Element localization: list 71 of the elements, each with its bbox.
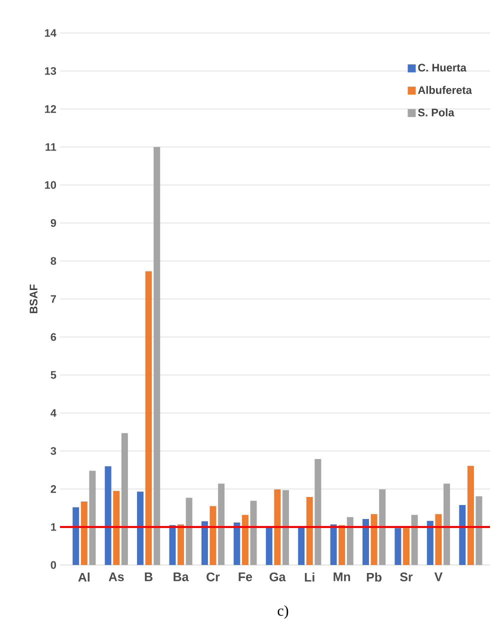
y-axis-title: BSAF: [30, 284, 38, 314]
x-tick-label: Li: [304, 572, 314, 582]
x-tick-label: Pb: [366, 572, 382, 582]
y-tick-label: 0: [50, 561, 56, 569]
bar: [314, 458, 322, 565]
y-tick-label: 5: [50, 371, 56, 379]
x-tick-label: Cr: [206, 572, 220, 582]
bar: [169, 525, 176, 565]
bar: [137, 492, 144, 565]
bar: [266, 527, 272, 565]
x-tick-label: Sr: [400, 572, 413, 582]
bar: [201, 521, 208, 565]
bar: [89, 470, 96, 565]
bar: [274, 489, 281, 565]
bar: [370, 514, 378, 565]
x-tick-label: Ba: [174, 572, 189, 582]
bar: [210, 506, 216, 565]
bar: [218, 484, 225, 565]
y-tick-label: 7: [50, 295, 56, 303]
y-tick-label: 8: [50, 257, 56, 265]
y-tick-label: 11: [46, 143, 56, 151]
bar: [379, 489, 386, 565]
y-tick-label: 9: [50, 219, 56, 227]
bar: [178, 524, 184, 565]
y-tick-label: 12: [44, 105, 56, 113]
x-tick-label: B: [144, 572, 153, 582]
bar: [145, 271, 152, 565]
bar: [338, 525, 346, 565]
bar: [72, 507, 80, 565]
y-tick-label: 3: [50, 447, 56, 455]
x-tick-label: As: [108, 572, 124, 582]
bar: [250, 500, 257, 565]
bar: [186, 498, 192, 565]
bar: [394, 528, 402, 565]
bar: [104, 466, 112, 565]
y-tick-label: 2: [50, 485, 56, 493]
bar: [362, 519, 369, 565]
bar: [467, 466, 474, 565]
x-tick-label: V: [434, 572, 443, 582]
bar: [298, 527, 305, 565]
bar: [330, 524, 337, 565]
y-tick-label: 4: [50, 409, 56, 417]
bar: [411, 514, 418, 565]
y-tick-label: 6: [50, 333, 56, 341]
x-tick-label: Al: [78, 572, 90, 582]
bar: [426, 520, 434, 565]
y-tick-label: 13: [44, 67, 56, 75]
bar: [154, 146, 160, 565]
bar: [459, 504, 466, 565]
bar: [444, 484, 450, 565]
legend-label: Albufereta: [418, 86, 472, 94]
y-tick-label: 14: [44, 29, 56, 37]
y-tick-label: 10: [44, 181, 56, 189]
bar: [242, 514, 248, 565]
bar: [476, 496, 482, 565]
x-tick-label: Ga: [270, 572, 286, 582]
bar: [234, 522, 240, 565]
bar: [403, 528, 410, 565]
bar: [121, 433, 128, 565]
legend-label: C. Huerta: [418, 64, 466, 72]
bar: [435, 514, 442, 565]
bar: [80, 502, 88, 565]
x-tick-label: Fe: [238, 572, 252, 582]
bar: [282, 490, 289, 565]
text: c): [278, 605, 288, 619]
bar: [346, 517, 354, 565]
legend-label: S. Pola: [418, 108, 454, 116]
bar: [306, 496, 313, 565]
y-tick-label: 1: [51, 523, 56, 531]
x-tick-label: Mn: [334, 572, 350, 582]
bar: [113, 490, 120, 565]
